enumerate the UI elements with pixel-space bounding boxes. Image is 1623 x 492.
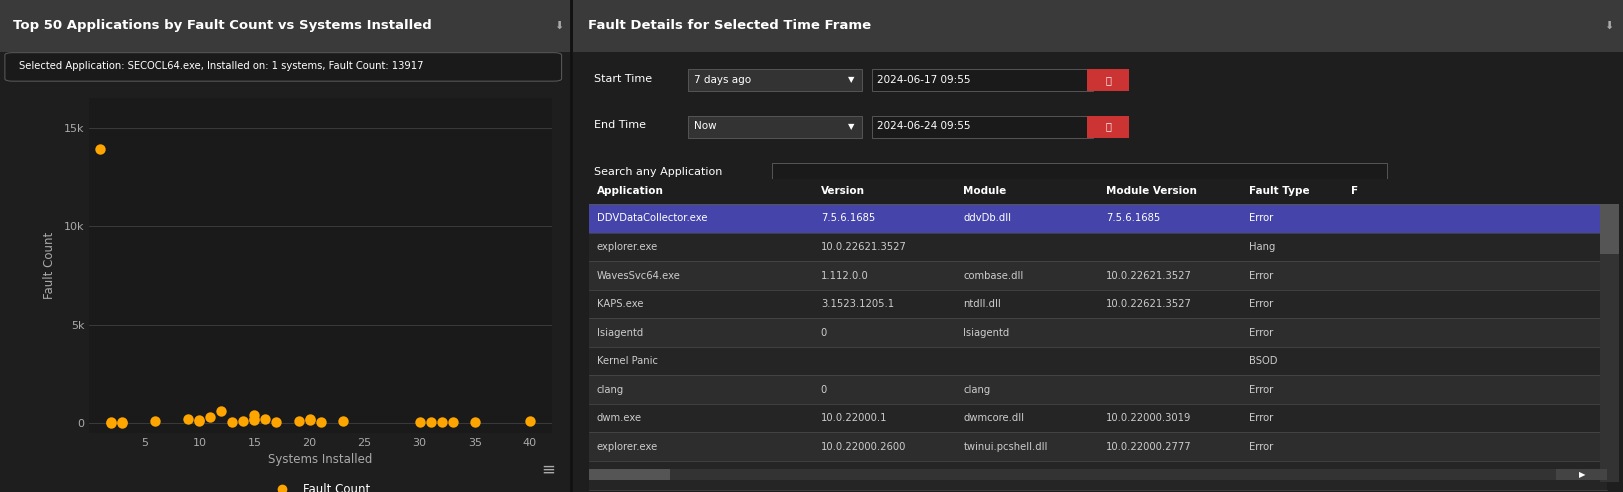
X-axis label: Systems Installed: Systems Installed — [268, 453, 373, 466]
Text: 10.0.22000.3019: 10.0.22000.3019 — [1107, 470, 1191, 480]
Text: explorer.exe: explorer.exe — [597, 470, 657, 480]
Text: ▶: ▶ — [1579, 470, 1586, 479]
Text: 0: 0 — [821, 385, 828, 395]
Text: clang: clang — [964, 385, 990, 395]
Text: Error: Error — [1248, 442, 1272, 452]
Point — [208, 407, 234, 415]
Text: explorer.exe: explorer.exe — [597, 242, 657, 252]
Text: 7 days ago: 7 days ago — [693, 75, 751, 85]
Text: twinui.pcshell.dll: twinui.pcshell.dll — [964, 442, 1048, 452]
Text: Kernel Panic: Kernel Panic — [597, 356, 657, 366]
Point — [417, 418, 443, 426]
Text: Error: Error — [1248, 413, 1272, 423]
Text: 🗓: 🗓 — [1105, 75, 1112, 85]
Text: ▼: ▼ — [847, 75, 854, 84]
Text: dwmcore.dll: dwmcore.dll — [964, 413, 1024, 423]
Point — [242, 415, 268, 423]
Text: Hang: Hang — [1248, 242, 1276, 252]
Point — [307, 418, 334, 426]
Point — [99, 419, 125, 427]
Y-axis label: Fault Count: Fault Count — [42, 232, 55, 299]
Point — [253, 415, 279, 423]
Text: combase.dll: combase.dll — [964, 271, 1024, 280]
Text: Version: Version — [821, 186, 865, 196]
Text: ▼: ▼ — [847, 122, 854, 131]
Point — [109, 419, 135, 427]
Text: 2024-06-17 09:55: 2024-06-17 09:55 — [878, 75, 971, 85]
Point — [440, 418, 466, 426]
Point — [242, 416, 268, 424]
Text: Error: Error — [1248, 299, 1272, 309]
Text: Top 50 Applications by Fault Count vs Systems Installed: Top 50 Applications by Fault Count vs Sy… — [13, 19, 432, 32]
Text: Search any Application: Search any Application — [594, 167, 722, 177]
Text: ntdll.dll: ntdll.dll — [964, 470, 1001, 480]
Text: ⬇: ⬇ — [553, 21, 563, 31]
Point — [219, 418, 245, 426]
Text: clang: clang — [597, 385, 623, 395]
Text: 🗓: 🗓 — [1105, 122, 1112, 131]
Text: 1.112.0.0: 1.112.0.0 — [821, 271, 868, 280]
Text: explorer.exe: explorer.exe — [597, 442, 657, 452]
Point — [175, 415, 201, 423]
Point — [88, 145, 114, 153]
Text: 10.0.22000.2600: 10.0.22000.2600 — [821, 442, 906, 452]
Point — [99, 418, 125, 426]
Point — [109, 418, 135, 426]
Text: Start Time: Start Time — [594, 74, 652, 84]
Text: Application: Application — [597, 186, 664, 196]
Point — [143, 417, 169, 425]
Point — [297, 416, 323, 424]
Point — [407, 418, 433, 426]
Text: Error: Error — [1248, 470, 1272, 480]
Text: WavesSvc64.exe: WavesSvc64.exe — [597, 271, 680, 280]
Text: Error: Error — [1248, 328, 1272, 338]
Text: Module: Module — [964, 186, 1006, 196]
Point — [263, 418, 289, 426]
Text: 10.0.22621.3527: 10.0.22621.3527 — [1107, 299, 1191, 309]
Point — [230, 417, 256, 425]
Text: Fault Type: Fault Type — [1248, 186, 1310, 196]
Point — [297, 415, 323, 423]
Point — [187, 416, 213, 424]
Text: 10.0.22000.3019: 10.0.22000.3019 — [1107, 413, 1191, 423]
Point — [242, 411, 268, 419]
Point — [516, 417, 542, 425]
Text: ntdll.dll: ntdll.dll — [964, 299, 1001, 309]
Text: BSOD: BSOD — [1248, 356, 1277, 366]
Text: 7.5.6.1685: 7.5.6.1685 — [821, 214, 875, 223]
Text: lsiagentd: lsiagentd — [964, 328, 1010, 338]
Point — [187, 417, 213, 425]
Text: DDVDataCollector.exe: DDVDataCollector.exe — [597, 214, 708, 223]
Text: End Time: End Time — [594, 121, 646, 130]
Text: Selected Application: SECOCL64.exe, Installed on: 1 systems, Fault Count: 13917: Selected Application: SECOCL64.exe, Inst… — [19, 61, 424, 71]
Text: ≡: ≡ — [542, 461, 555, 479]
Text: 2024-06-24 09:55: 2024-06-24 09:55 — [878, 122, 971, 131]
Text: 10.0.22000.1: 10.0.22000.1 — [821, 413, 888, 423]
Point — [428, 418, 454, 426]
Point — [198, 413, 224, 421]
Text: KAPS.exe: KAPS.exe — [597, 299, 643, 309]
Text: ⬇: ⬇ — [1604, 21, 1613, 31]
Point — [286, 417, 312, 425]
Text: ddvDb.dll: ddvDb.dll — [964, 214, 1011, 223]
Text: Error: Error — [1248, 271, 1272, 280]
Text: Error: Error — [1248, 214, 1272, 223]
Text: Now: Now — [693, 122, 716, 131]
Text: 10.0.22000.2600: 10.0.22000.2600 — [821, 470, 906, 480]
Text: 7.5.6.1685: 7.5.6.1685 — [1107, 214, 1160, 223]
Point — [461, 418, 487, 426]
Text: 3.1523.1205.1: 3.1523.1205.1 — [821, 299, 894, 309]
Text: F: F — [1350, 186, 1358, 196]
Text: Fault Details for Selected Time Frame: Fault Details for Selected Time Frame — [588, 19, 870, 32]
Text: Error: Error — [1248, 385, 1272, 395]
Text: Module Version: Module Version — [1107, 186, 1196, 196]
Text: 10.0.22621.3527: 10.0.22621.3527 — [821, 242, 907, 252]
Text: lsiagentd: lsiagentd — [597, 328, 643, 338]
Text: 0: 0 — [821, 328, 828, 338]
Point — [329, 417, 355, 425]
Text: dwm.exe: dwm.exe — [597, 413, 643, 423]
Text: 10.0.22621.3527: 10.0.22621.3527 — [1107, 271, 1191, 280]
Legend: Fault Count: Fault Count — [266, 478, 375, 492]
Text: 10.0.22000.2777: 10.0.22000.2777 — [1107, 442, 1191, 452]
